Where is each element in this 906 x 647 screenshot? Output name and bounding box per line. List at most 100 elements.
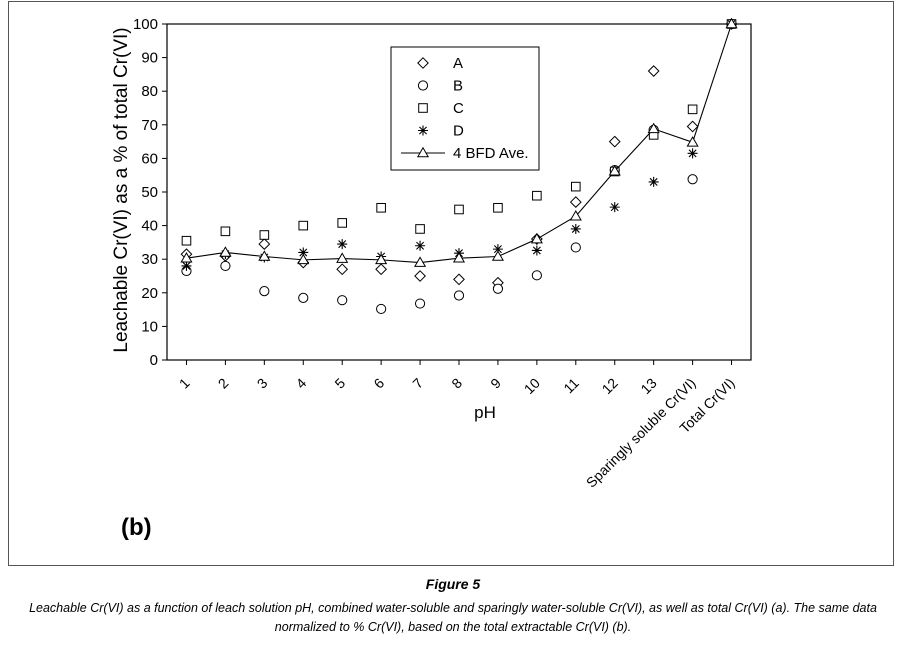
data-point	[297, 253, 310, 265]
data-point	[453, 290, 465, 301]
data-point	[415, 240, 426, 251]
data-point	[375, 263, 388, 276]
data-point	[570, 223, 581, 234]
data-point	[181, 260, 192, 271]
data-point	[415, 224, 425, 234]
data-point	[181, 235, 192, 246]
x-axis-label: pH	[474, 403, 496, 422]
data-point	[337, 218, 347, 228]
data-point	[686, 120, 699, 133]
y-tick-label: 80	[141, 83, 158, 100]
caption-line-1: Leachable Cr(VI) as a function of leach …	[29, 601, 877, 615]
data-point	[725, 17, 738, 29]
x-tick-label: 2	[215, 375, 232, 392]
series-c	[181, 19, 737, 246]
x-tick-label: 7	[409, 375, 426, 392]
data-point	[180, 251, 193, 263]
data-point	[337, 239, 348, 250]
legend-label: 4 BFD Ave.	[453, 145, 529, 162]
data-point	[259, 286, 270, 297]
data-point	[687, 104, 698, 115]
y-tick-label: 30	[141, 251, 158, 268]
data-point	[452, 251, 466, 263]
legend-marker	[418, 125, 428, 136]
data-point	[570, 242, 581, 253]
data-point	[258, 238, 271, 250]
y-tick-label: 60	[141, 150, 158, 167]
figure-caption: Leachable Cr(VI) as a function of leach …	[0, 599, 906, 637]
data-point	[493, 202, 503, 213]
panel-label: (b)	[121, 514, 152, 541]
x-tick-label: 11	[560, 375, 582, 397]
legend-item: B	[417, 78, 463, 95]
data-point	[219, 246, 232, 257]
data-point	[454, 204, 464, 215]
caption-line-2: normalized to % Cr(VI), based on the tot…	[274, 620, 632, 634]
data-point	[258, 250, 271, 261]
figure-title: Figure 5	[425, 576, 481, 592]
data-point	[569, 196, 582, 208]
legend-item: D	[418, 123, 464, 140]
y-tick-label: 100	[133, 16, 158, 33]
legend-marker	[416, 146, 430, 158]
data-point	[532, 190, 542, 201]
data-point	[531, 270, 542, 281]
data-point	[687, 174, 698, 185]
data-point	[414, 256, 427, 267]
x-tick-label: 13	[637, 375, 659, 397]
data-point	[414, 270, 426, 282]
legend-marker	[418, 103, 428, 113]
legend-marker	[417, 80, 429, 91]
data-point	[336, 252, 349, 263]
data-point	[687, 148, 698, 159]
y-axis-label: Leachable Cr(VI) as a % of total Cr(VI)	[111, 27, 132, 352]
data-point	[298, 220, 309, 231]
data-point	[492, 283, 504, 294]
x-tick-label: 3	[254, 375, 271, 392]
data-point	[414, 298, 426, 309]
data-point	[491, 250, 504, 261]
x-tick-label: 1	[176, 375, 193, 392]
data-point	[336, 263, 349, 276]
legend-box	[390, 46, 540, 171]
data-point	[609, 202, 620, 213]
legend-marker	[417, 57, 429, 69]
y-tick-label: 90	[141, 50, 158, 67]
data-point	[648, 176, 659, 187]
data-point	[530, 232, 543, 244]
data-point	[376, 303, 387, 315]
x-tick-label: 4	[293, 375, 310, 392]
legend-item: 4 BFD Ave.	[401, 145, 529, 162]
y-tick-label: 70	[141, 117, 158, 134]
data-point	[492, 244, 503, 255]
legend-item: A	[417, 55, 463, 72]
data-point	[686, 136, 699, 147]
data-point	[531, 245, 542, 256]
data-point	[608, 135, 621, 148]
data-point	[259, 230, 270, 240]
y-tick-label: 20	[141, 285, 158, 302]
data-point	[375, 253, 388, 265]
legend-label: D	[453, 123, 464, 140]
series-4-bfd-ave-	[180, 17, 738, 267]
data-point	[298, 247, 309, 258]
x-tick-label: 5	[331, 375, 348, 392]
data-point	[571, 181, 581, 192]
x-tick-label: 8	[448, 375, 465, 392]
x-tick-label: 9	[487, 375, 504, 392]
x-tick-label: 10	[521, 375, 543, 397]
data-point	[647, 122, 660, 134]
data-point	[220, 260, 231, 272]
data-point	[453, 273, 465, 286]
legend-item: C	[418, 100, 464, 117]
data-point	[337, 295, 348, 306]
legend-label: B	[453, 78, 463, 95]
data-point	[298, 292, 309, 303]
data-point	[569, 209, 582, 221]
data-point	[376, 202, 386, 213]
x-tick-label: Sparingly soluble Cr(VI)	[583, 375, 699, 491]
y-tick-label: 0	[150, 352, 158, 369]
y-tick-label: 50	[141, 184, 158, 201]
